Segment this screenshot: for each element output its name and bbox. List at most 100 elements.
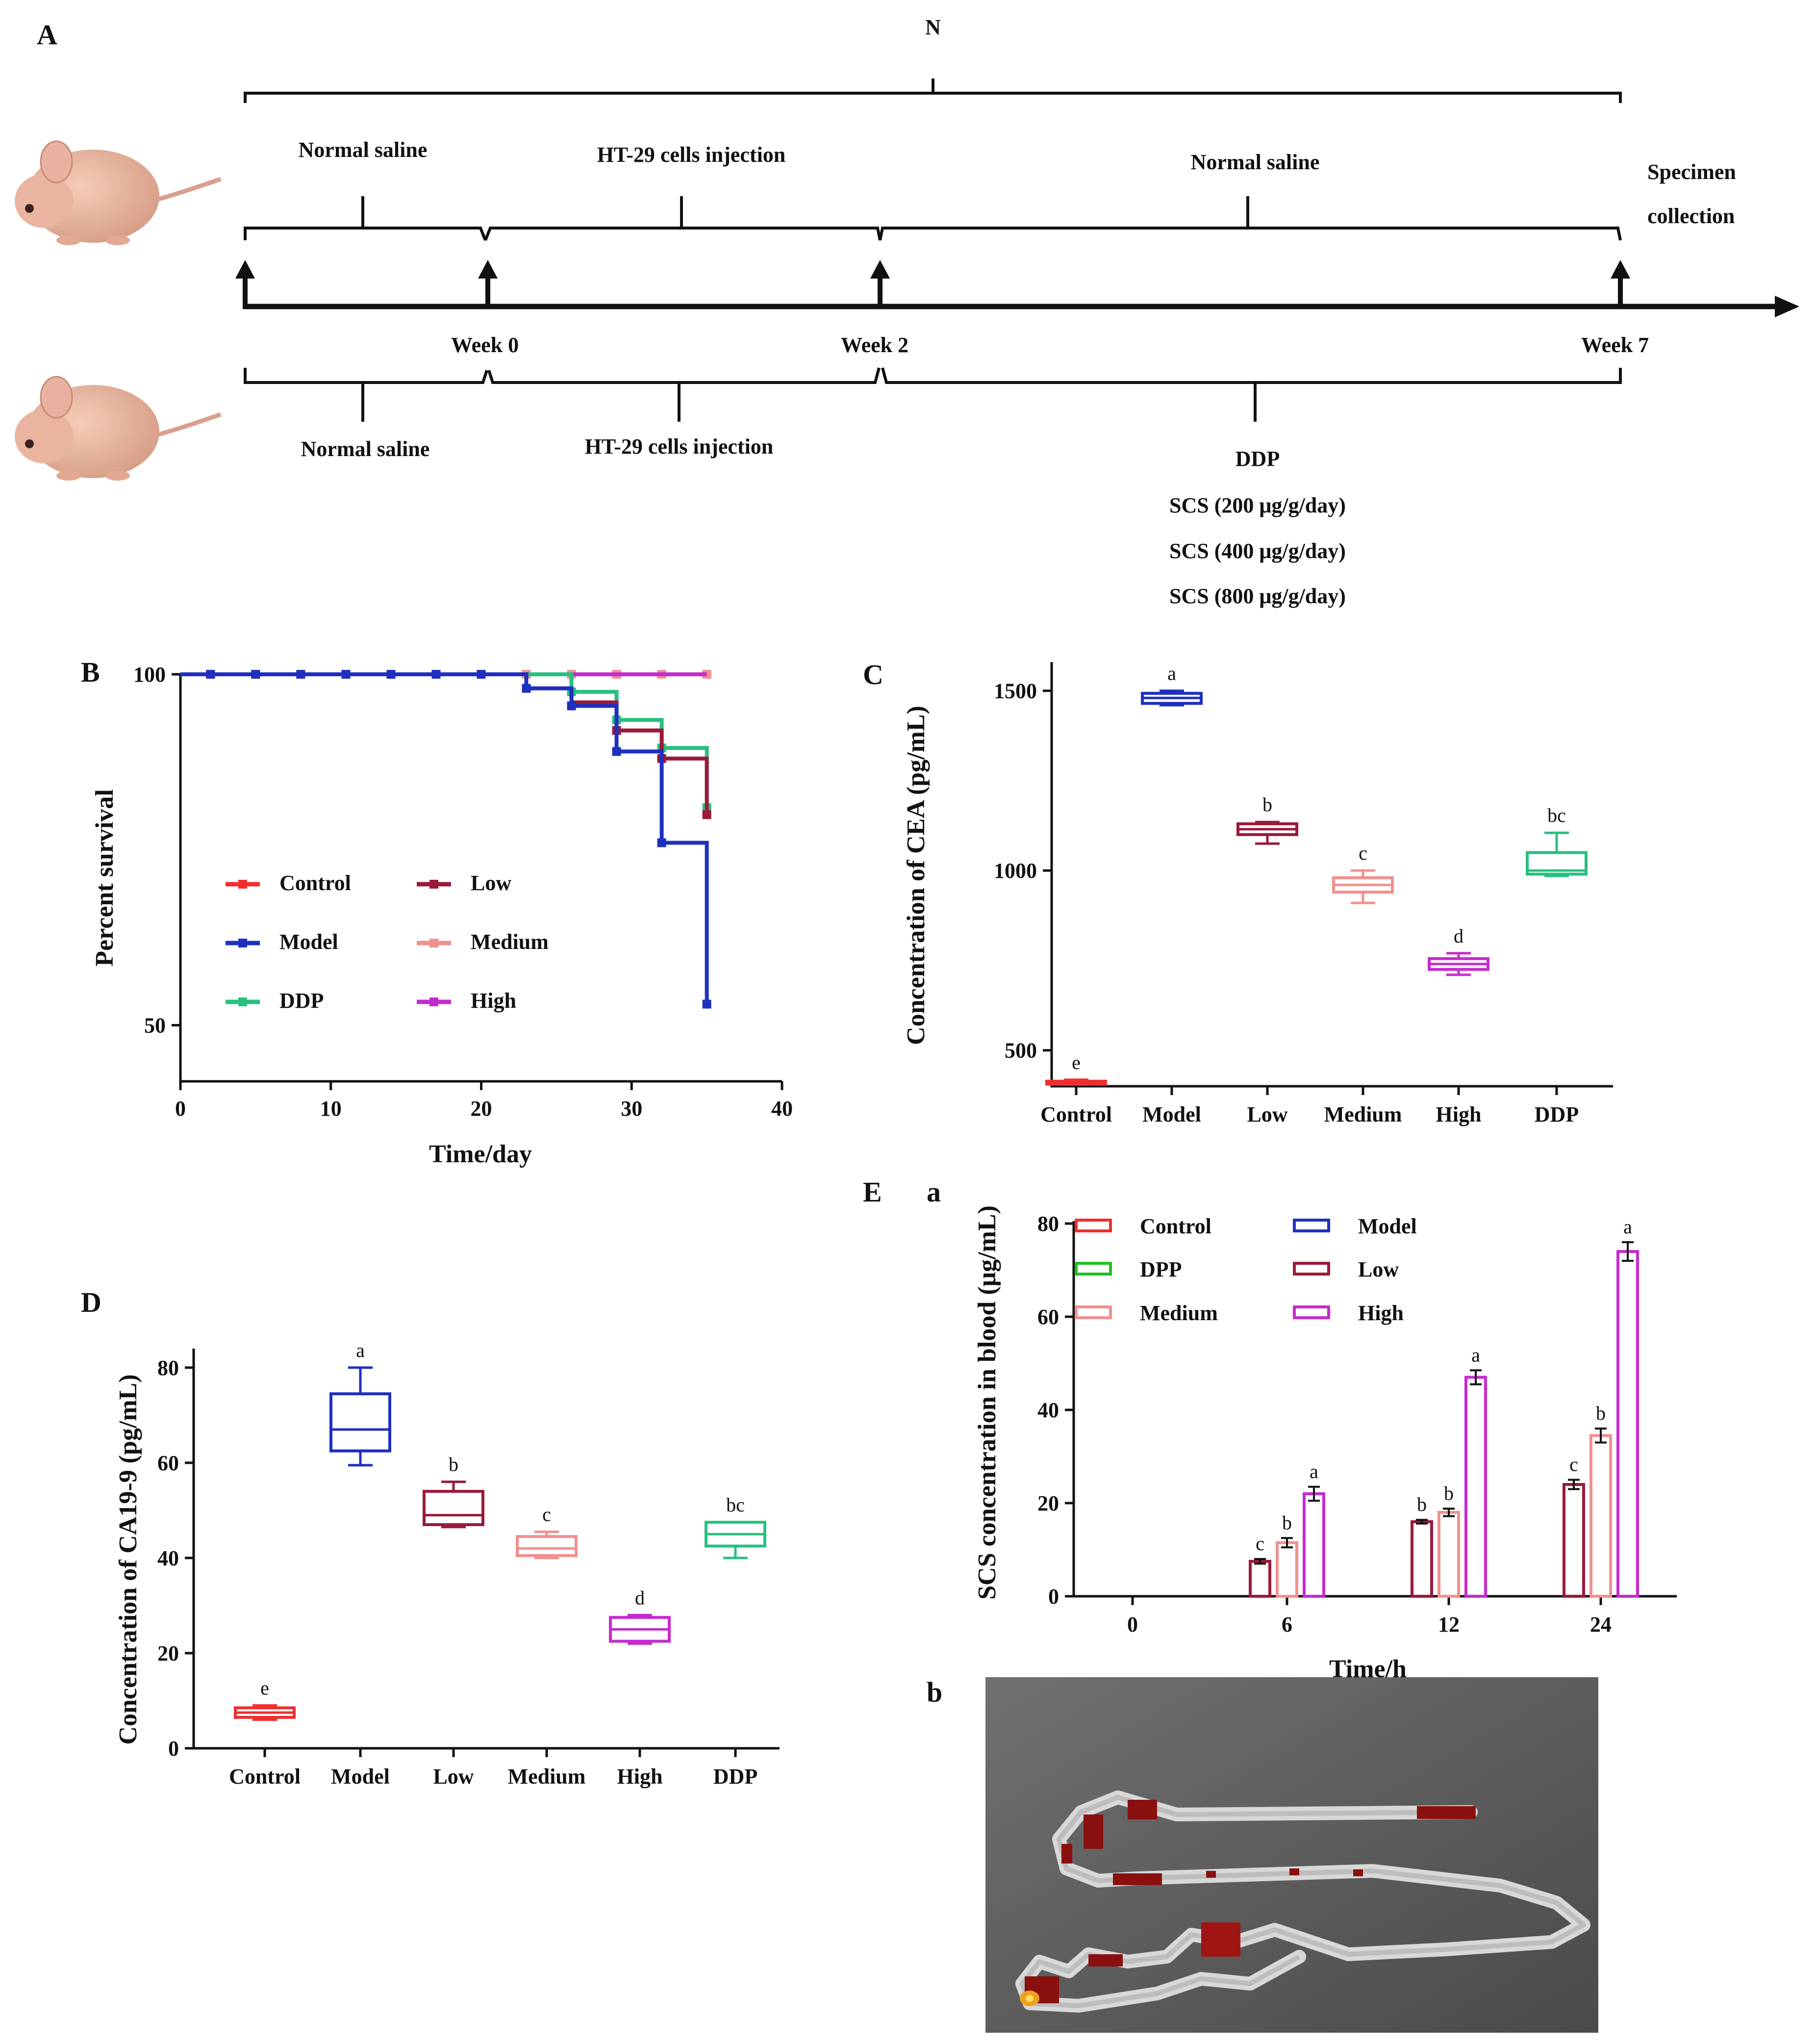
lower-bracket-1 [244, 368, 488, 422]
treatment-ddp-label: DDP [1236, 447, 1280, 471]
c-sig-letter: bc [1547, 804, 1566, 826]
d-sig-letter: c [542, 1504, 551, 1526]
e-x-tick-label: 6 [1282, 1612, 1292, 1636]
b-y-tick-label: 50 [144, 1014, 166, 1038]
d-box-medium [516, 1535, 578, 1558]
e-legend-label: Low [1358, 1257, 1399, 1281]
b-censor-mark [567, 701, 576, 711]
panel-c-label: C [863, 659, 883, 690]
b-censor-mark [341, 670, 351, 679]
b-legend-label: Control [279, 871, 351, 895]
mouse-illustration-bottom [15, 376, 222, 481]
panel-e-sub-b-label: b [927, 1676, 942, 1708]
d-box-model [329, 1392, 391, 1453]
d-x-tick-label: Low [433, 1764, 474, 1788]
b-censor-mark [206, 670, 215, 679]
c-x-ticks: Control Model Low Medium High DDP [1040, 1086, 1579, 1126]
upper-segment-3-label: Normal saline [1191, 150, 1320, 174]
b-censor-mark [522, 684, 531, 693]
b-x-axis-label: Time/day [429, 1140, 532, 1168]
mouse-illustration-top [15, 140, 222, 245]
b-survival-curves [180, 670, 711, 1009]
c-sig-letter: b [1262, 793, 1272, 816]
b-legend-marker [238, 939, 247, 947]
e-y-tick-label: 80 [1037, 1212, 1059, 1236]
d-x-ticks: Control Model Low Medium High DDP [229, 1748, 757, 1788]
panel-a-label: A [37, 19, 57, 51]
d-x-tick-label: High [617, 1764, 663, 1788]
timeline-arrowhead [1775, 296, 1799, 317]
e-sig-letter: a [1623, 1216, 1632, 1238]
e-x-tick-label: 0 [1127, 1612, 1138, 1636]
c-sig-letter: d [1454, 925, 1463, 947]
e-legend-swatch [1293, 1219, 1330, 1232]
b-legend: Control Model DDP Low Medium High [226, 871, 549, 1013]
e-legend-swatch [1293, 1262, 1330, 1276]
c-x-tick-label: High [1436, 1102, 1482, 1126]
b-x-tick-label: 40 [771, 1097, 793, 1121]
b-y-ticks: 50 100 [133, 663, 180, 1038]
week-7-label: Week 7 [1581, 333, 1649, 357]
e-bar-high [1616, 1250, 1639, 1598]
e-sig-letter: b [1444, 1482, 1454, 1504]
e-x-tick-label: 12 [1438, 1612, 1460, 1636]
e-legend-swatch [1075, 1305, 1112, 1319]
e-sig-letter: c [1569, 1454, 1578, 1476]
e-bar-high [1464, 1376, 1487, 1598]
treatment-scs-400-label: SCS (400 μg/g/day) [1169, 539, 1346, 563]
e-bar-medium [1589, 1434, 1612, 1598]
c-x-tick-label: Medium [1324, 1102, 1402, 1126]
e-sig-letter: c [1256, 1533, 1264, 1555]
panel-a: A N Normal saline HT-29 cells in [15, 15, 1799, 608]
d-y-ticks: 0 20 40 60 80 [157, 1356, 194, 1761]
e-legend-label: DPP [1140, 1257, 1182, 1281]
e-sig-letter: a [1310, 1460, 1318, 1482]
e-sig-letter: b [1417, 1493, 1427, 1515]
c-x-tick-label: Model [1142, 1102, 1201, 1126]
b-censor-mark [431, 670, 441, 679]
e-y-tick-label: 40 [1037, 1398, 1059, 1422]
b-legend-label: Medium [471, 930, 549, 954]
panel-d: D 0 20 40 60 80 Control Model Low Medium High DDP… [81, 1286, 780, 1788]
e-sig-letter: b [1282, 1511, 1292, 1533]
c-y-tick-label: 1000 [994, 859, 1037, 883]
specimen-label-line2: collection [1647, 204, 1735, 228]
e-legend-label: Model [1358, 1214, 1417, 1238]
e-bar-medium [1438, 1511, 1460, 1598]
e-y-tick-label: 60 [1037, 1305, 1059, 1329]
week-0-label: Week 0 [451, 333, 519, 357]
upper-segment-2-label: HT-29 cells injection [597, 143, 786, 167]
e-bar-low [1563, 1483, 1585, 1598]
b-legend-marker [238, 997, 247, 1006]
b-legend-marker [429, 939, 438, 947]
e-bar-low [1411, 1520, 1433, 1598]
b-x-ticks: 0 10 20 30 40 [175, 1081, 793, 1121]
c-x-tick-label: DDP [1535, 1102, 1579, 1126]
panel-e-label: E [863, 1176, 882, 1208]
week-2-label: Week 2 [841, 333, 908, 357]
d-sig-letter: b [449, 1454, 458, 1476]
b-curve-ddp [180, 672, 709, 808]
panel-b: B 50 100 0 10 20 30 40 Control Model DDP Low Medi… [81, 656, 793, 1168]
c-axes [1050, 662, 1613, 1088]
b-censor-mark [612, 747, 621, 756]
e-legend: Control Model DPP Low Medium High [1075, 1214, 1417, 1325]
d-x-tick-label: Model [331, 1764, 390, 1788]
lower-segment-2-label: HT-29 cells injection [585, 434, 774, 459]
e-legend-label: High [1358, 1301, 1404, 1325]
e-legend-label: Control [1140, 1214, 1211, 1238]
lower-segment-1-label: Normal saline [301, 437, 430, 461]
d-x-tick-label: Medium [508, 1764, 586, 1788]
b-censor-mark [702, 810, 711, 819]
b-censor-mark [386, 670, 396, 679]
c-y-axis-label: Concentration of CEA (pg/mL) [902, 706, 930, 1045]
panel-e-sub-a-label: a [927, 1176, 941, 1208]
timeline-up-arrows [235, 260, 1630, 307]
lower-bracket-2 [487, 367, 881, 422]
c-sig-letter: e [1072, 1051, 1081, 1073]
panel-c: C 500 1000 1500 Control Model Low Medium High D… [863, 659, 1613, 1126]
upper-bracket-2 [484, 196, 882, 241]
